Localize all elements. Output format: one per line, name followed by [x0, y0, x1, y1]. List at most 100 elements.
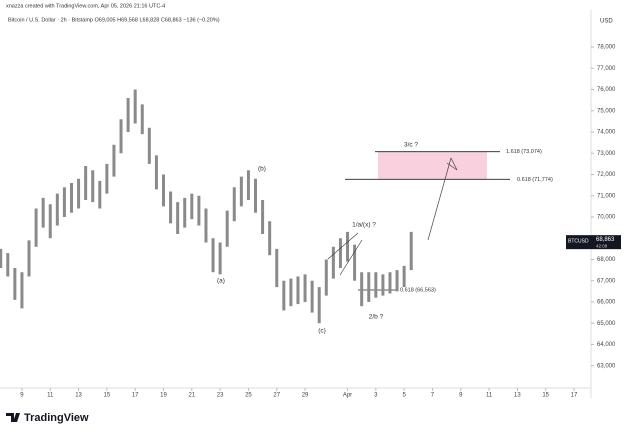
- price-bar: [183, 197, 187, 228]
- currency: USD: [600, 19, 613, 25]
- brand: TradingView: [24, 412, 89, 424]
- price-bar: [190, 193, 194, 220]
- price-bar: [218, 242, 222, 275]
- price-bar: [402, 265, 406, 288]
- price-bar: [296, 276, 300, 305]
- x-tick-label: 9: [20, 393, 24, 399]
- price-bar: [119, 119, 123, 154]
- price-bar: [197, 195, 201, 226]
- wave-label: (b): [258, 166, 266, 173]
- y-tick-label: 72,000: [597, 172, 616, 178]
- fib-label: 0.618 (71,774): [517, 177, 553, 183]
- y-tick-label: 78,000: [597, 45, 616, 51]
- price-bar: [360, 272, 364, 307]
- x-tick-label: 23: [217, 393, 224, 399]
- x-tick-label: 7: [431, 393, 435, 399]
- x-tick-label: 27: [273, 393, 280, 399]
- price-bar: [310, 280, 314, 313]
- price-bar: [211, 238, 215, 273]
- price-bar: [268, 221, 272, 256]
- price-bar: [105, 163, 109, 194]
- wave-label: (c): [318, 328, 326, 335]
- wave-label: 3/c ?: [404, 142, 418, 149]
- x-tick-label: 21: [188, 393, 195, 399]
- price-bar: [381, 274, 385, 296]
- price-bar: [395, 270, 399, 292]
- y-tick-label: 75,000: [597, 108, 616, 114]
- x-tick-label: Apr: [343, 393, 352, 399]
- price-bar: [409, 231, 413, 271]
- y-tick-label: 65,000: [597, 321, 616, 327]
- price-bar: [246, 170, 250, 200]
- x-tick-label: 15: [104, 393, 111, 399]
- x-tick-label: 25: [245, 393, 252, 399]
- x-tick-label: 13: [75, 393, 82, 399]
- price-bar: [225, 210, 229, 247]
- y-tick-label: 76,000: [597, 87, 616, 93]
- y-tick-label: 64,000: [597, 342, 616, 348]
- fib-label: 1.618 (73,074): [506, 149, 542, 155]
- price-bar: [303, 274, 307, 302]
- y-tick-label: 67,000: [597, 278, 616, 284]
- price-bar: [133, 89, 137, 124]
- price-badge: [591, 235, 621, 250]
- y-tick-label: 70,000: [597, 215, 616, 221]
- logo: [6, 413, 20, 422]
- x-tick-label: 13: [514, 393, 521, 399]
- price-bar: [232, 187, 236, 222]
- price-bar: [77, 178, 81, 209]
- x-tick-label: 17: [132, 393, 139, 399]
- countdown: 42:08: [596, 243, 608, 248]
- price-bar: [62, 187, 66, 217]
- price-bar: [140, 104, 144, 135]
- price-bar: [169, 191, 173, 224]
- x-tick-label: 17: [571, 393, 578, 399]
- price-bar: [176, 202, 180, 234]
- footer: [0, 404, 625, 432]
- price-bar: [331, 246, 335, 279]
- y-tick-label: 71,000: [597, 193, 616, 199]
- x-tick-label: 9: [459, 393, 463, 399]
- price-bar: [55, 193, 59, 226]
- last-price: 68,863: [596, 237, 615, 243]
- price-badge: [566, 235, 591, 250]
- price-bar: [239, 176, 243, 207]
- target-zone: [378, 151, 487, 180]
- price-bar: [161, 174, 165, 207]
- price-bar: [275, 248, 279, 288]
- price-bar: [20, 272, 24, 309]
- price-bar: [154, 155, 158, 190]
- price-bar: [317, 287, 321, 324]
- price-bar: [388, 272, 392, 294]
- price-bar: [338, 238, 342, 268]
- price-bar: [204, 208, 208, 243]
- x-tick-label: 3: [374, 393, 378, 399]
- price-bar: [289, 278, 293, 307]
- fib-label: 0.618 (66,563): [400, 287, 436, 293]
- price-bar: [367, 272, 371, 302]
- x-tick-label: 29: [302, 393, 309, 399]
- y-tick-label: 74,000: [597, 130, 616, 136]
- x-tick-label: 15: [542, 393, 549, 399]
- price-bar: [34, 208, 38, 247]
- y-tick-label: 63,000: [597, 363, 616, 369]
- y-tick-label: 68,000: [597, 257, 616, 263]
- price-bar: [98, 180, 102, 209]
- price-bar: [282, 280, 286, 311]
- wave-label: 1/a/(x) ?: [352, 222, 376, 229]
- price-bar: [84, 166, 88, 200]
- price-bar: [112, 144, 116, 177]
- price-bar: [69, 183, 73, 213]
- x-tick-label: 11: [47, 393, 54, 399]
- x-tick-label: 5: [402, 393, 406, 399]
- symbol-label: BTCUSD: [568, 238, 589, 244]
- wave-label: (a): [217, 278, 225, 285]
- wave-line: [339, 239, 363, 276]
- x-tick-label: 19: [160, 393, 167, 399]
- wave-line: [327, 232, 359, 260]
- price-bar: [254, 178, 258, 213]
- price-bar: [48, 204, 52, 239]
- y-tick-label: 77,000: [597, 66, 616, 72]
